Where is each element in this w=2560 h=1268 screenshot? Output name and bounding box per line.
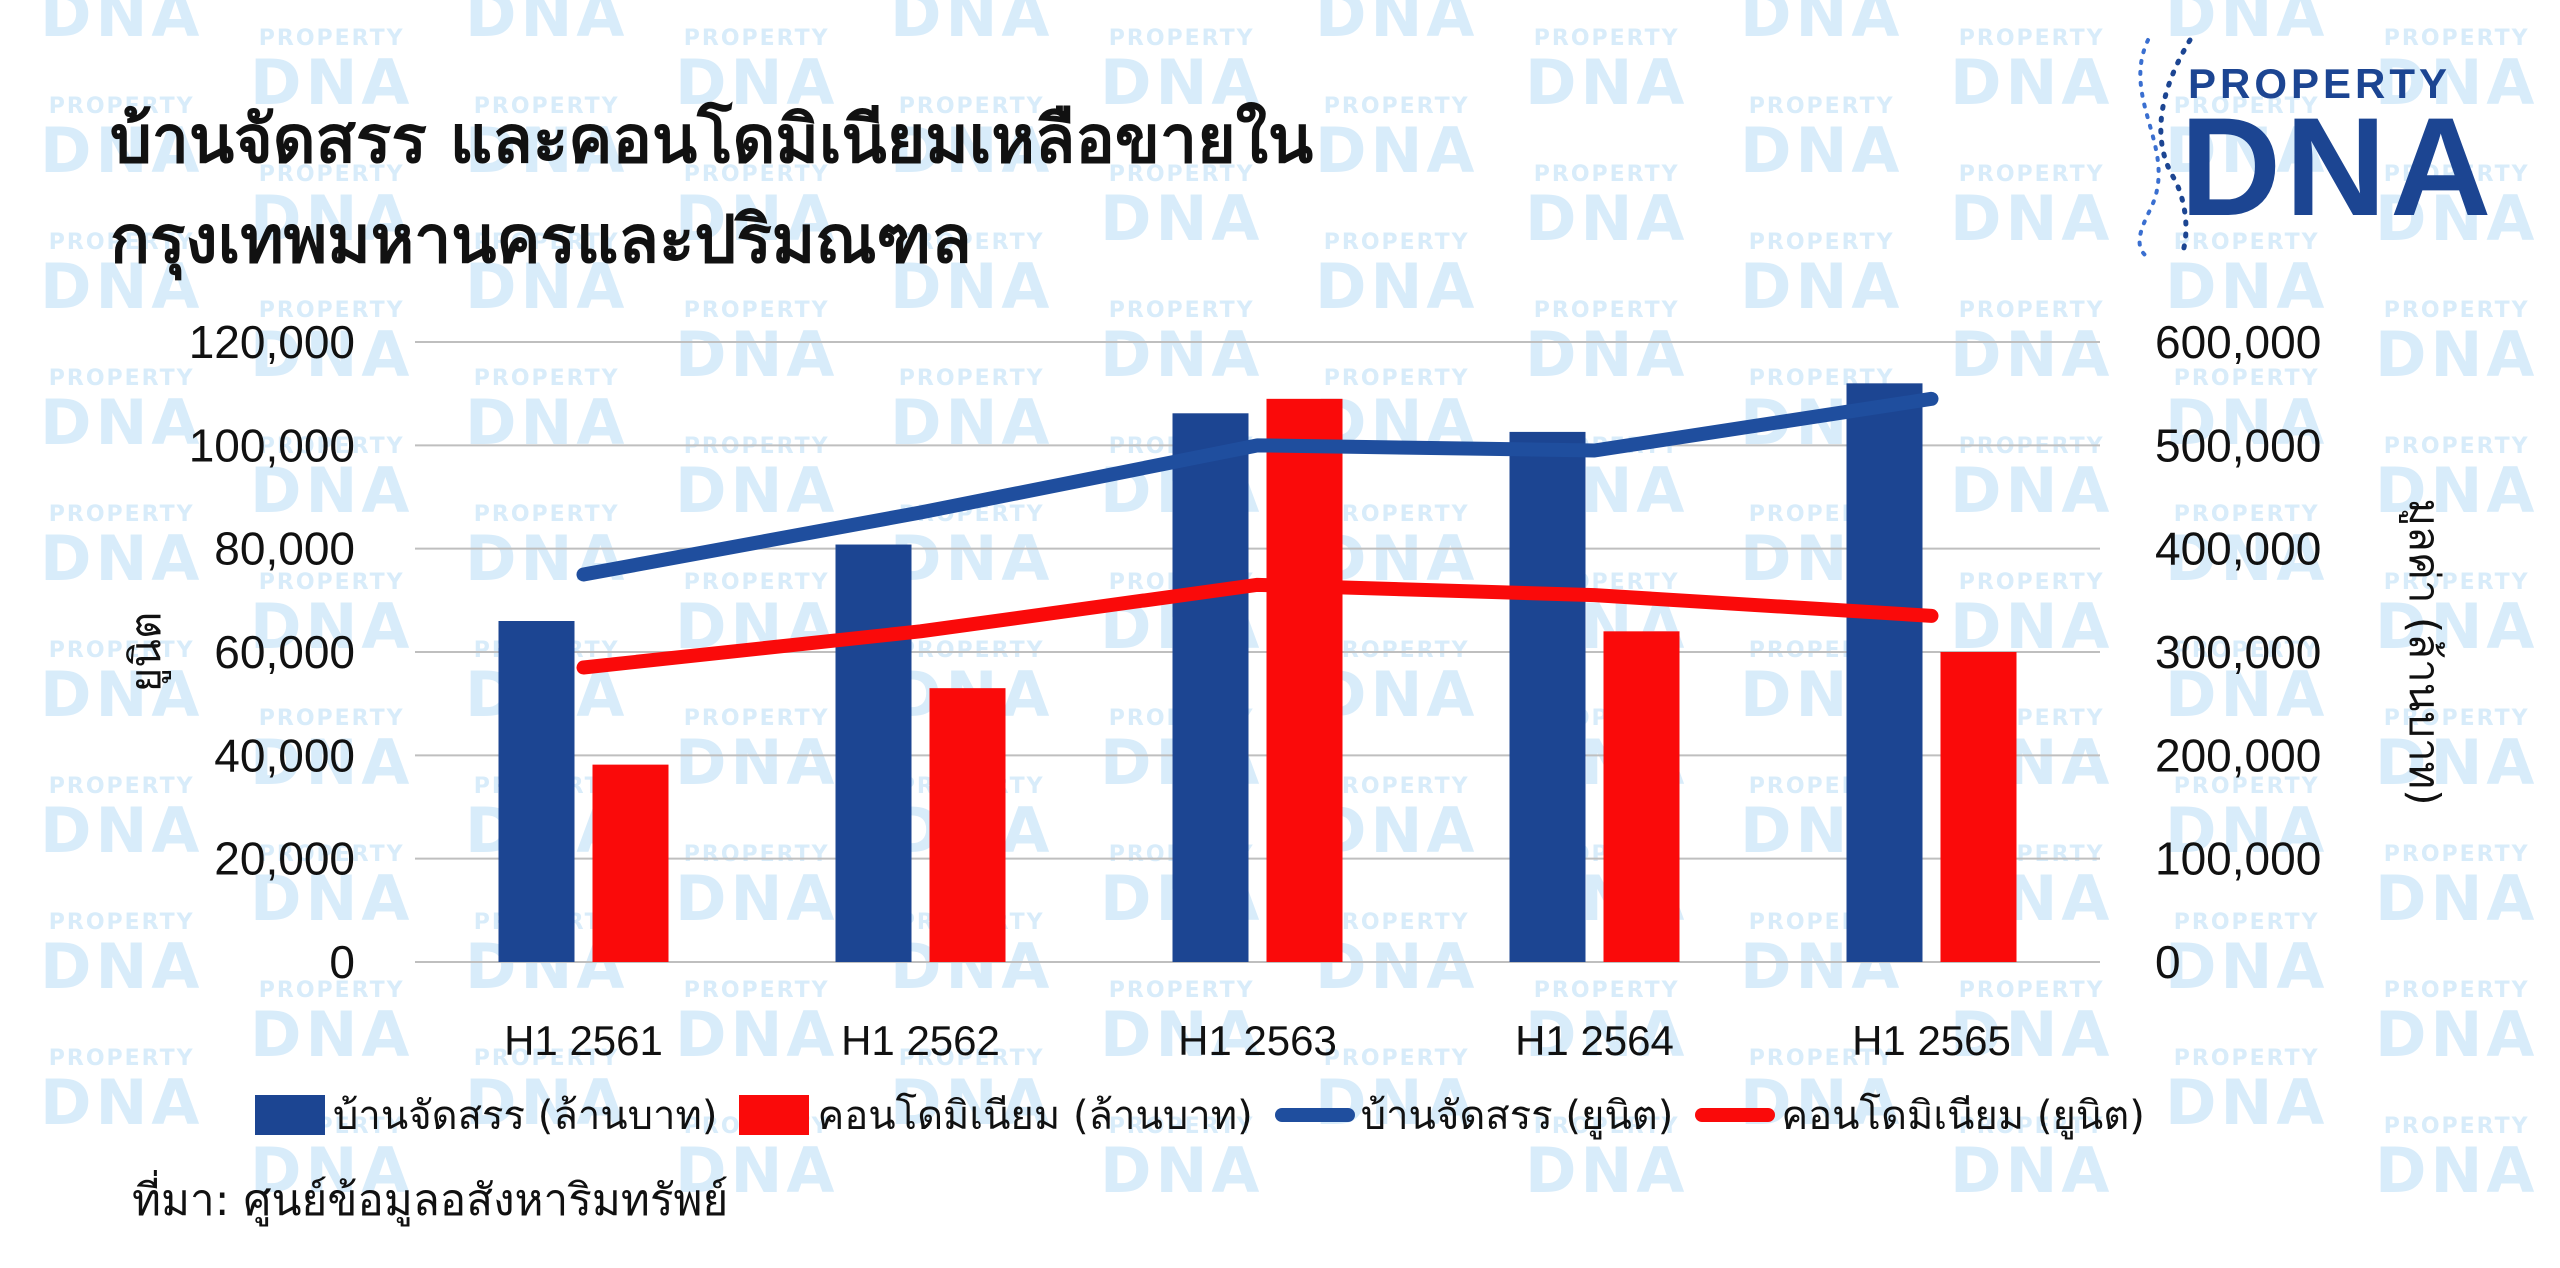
y-left-tick-label: 40,000	[214, 729, 355, 781]
series-lines	[576, 391, 1939, 675]
y-left-tick-label: 20,000	[214, 833, 355, 885]
bar-condo-value	[1266, 398, 1343, 962]
bar-house-value	[1509, 431, 1586, 962]
y-left-axis-label: ยูนิต	[121, 612, 171, 693]
legend-label: บ้านจัดสรร (ยูนิต)	[1360, 1093, 1674, 1139]
legend-swatch-house-bar	[255, 1095, 325, 1135]
title-line-2: กรุงเทพมหานครและปริมณฑล	[110, 201, 972, 278]
line-condo-units	[576, 577, 1939, 675]
legend-swatch-condo-bar	[739, 1095, 810, 1135]
y-left-tick-label: 80,000	[214, 523, 355, 575]
y-right-tick-label: 500,000	[2155, 419, 2321, 471]
property-dna-logo: PROPERTY DNA	[2120, 30, 2520, 260]
legend-label: บ้านจัดสรร (ล้านบาท)	[333, 1093, 718, 1139]
bars	[498, 383, 2017, 962]
bar-house-value	[1172, 413, 1249, 962]
legend-label: คอนโดมิเนียม (ยูนิต)	[1781, 1093, 2145, 1139]
x-tick-label: H1 2565	[1852, 1017, 2011, 1064]
bar-condo-value	[1603, 631, 1680, 962]
y-left-tick-label: 100,000	[189, 419, 355, 471]
y-left-tick-label: 120,000	[189, 316, 355, 368]
logo-text-property: PROPERTY	[2188, 60, 2451, 107]
legend-item-house-units: บ้านจัดสรร (ยูนิต)	[1274, 1083, 1674, 1147]
y-right-tick-label: 600,000	[2155, 316, 2321, 368]
dna-helix-icon: PROPERTY DNA	[2137, 37, 2495, 258]
chart-title: บ้านจัดสรร และคอนโดมิเนียมเหลือขายใน กรุ…	[110, 90, 1610, 290]
x-tick-label: H1 2561	[504, 1017, 663, 1064]
y-right-tick-label: 100,000	[2155, 833, 2321, 885]
y-left-tick-label: 0	[329, 936, 355, 988]
legend-item-condo-units: คอนโดมิเนียม (ยูนิต)	[1695, 1083, 2145, 1147]
legend-swatch-condo-line	[1695, 1108, 1776, 1122]
legend-label: คอนโดมิเนียม (ล้านบาท)	[817, 1093, 1253, 1139]
bar-house-value	[835, 544, 912, 962]
x-tick-label: H1 2562	[841, 1017, 1000, 1064]
x-tick-label: H1 2564	[1515, 1017, 1674, 1064]
legend-swatch-house-line	[1274, 1108, 1355, 1122]
legend-item-house-value: บ้านจัดสรร (ล้านบาท)	[255, 1083, 717, 1147]
bar-condo-value	[929, 688, 1006, 962]
y-right-tick-label: 0	[2155, 936, 2181, 988]
axes: 120,000 600,000 100,000 500,000 80,000 400,00…	[121, 316, 2449, 1064]
y-right-tick-label: 400,000	[2155, 523, 2321, 575]
line-house-units	[576, 391, 1939, 582]
y-left-tick-label: 60,000	[214, 626, 355, 678]
bar-condo-value	[592, 764, 669, 962]
y-right-axis-label: มูลค่า (ล้านบาท)	[2399, 498, 2449, 805]
legend: บ้านจัดสรร (ล้านบาท) คอนโดมิเนียม (ล้านบ…	[255, 1085, 2167, 1145]
y-right-tick-label: 200,000	[2155, 729, 2321, 781]
legend-item-condo-value: คอนโดมิเนียม (ล้านบาท)	[739, 1083, 1253, 1147]
bar-house-value	[498, 621, 575, 962]
x-tick-label: H1 2563	[1178, 1017, 1337, 1064]
logo-text-dna: DNA	[2180, 88, 2495, 245]
title-line-1: บ้านจัดสรร และคอนโดมิเนียมเหลือขายใน	[110, 101, 1314, 178]
bar-condo-value	[1940, 652, 2017, 962]
source-note: ที่มา: ศูนย์ข้อมูลอสังหาริมทรัพย์	[132, 1175, 729, 1226]
bar-house-value	[1846, 383, 1923, 962]
y-right-tick-label: 300,000	[2155, 626, 2321, 678]
